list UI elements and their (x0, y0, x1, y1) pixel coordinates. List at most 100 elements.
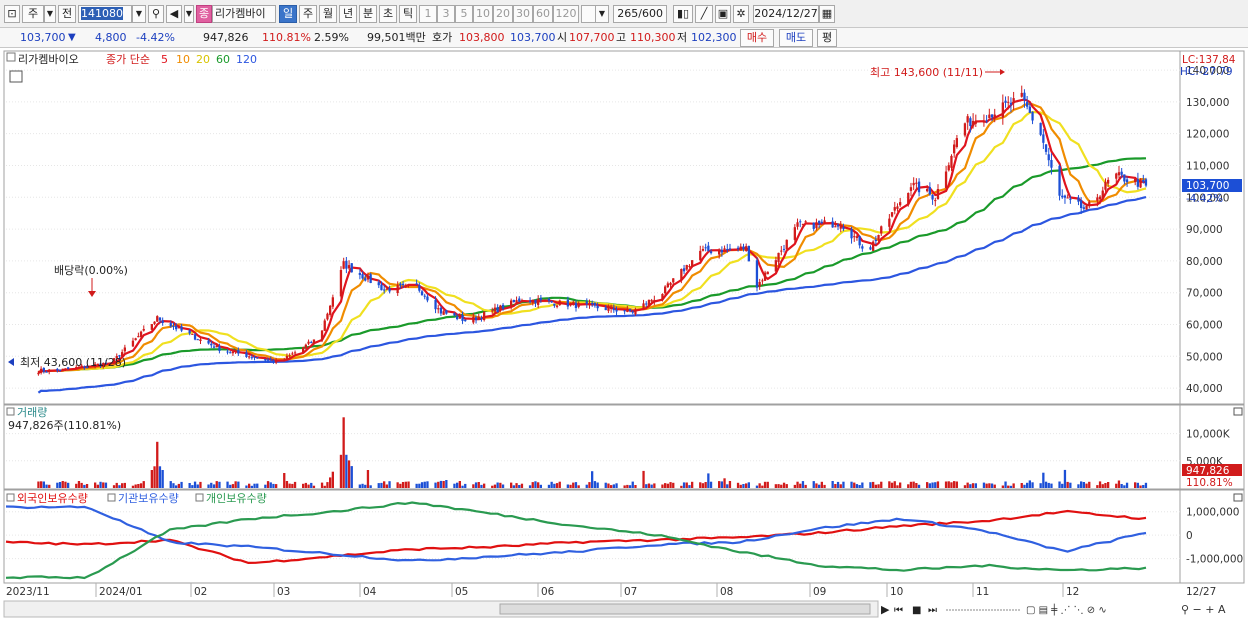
candle-body (285, 355, 289, 359)
candle-body (1039, 122, 1042, 135)
minute-60-button[interactable]: 60 (533, 5, 553, 23)
draw-tool-icon[interactable]: ╱ (695, 5, 713, 23)
volume-bar (407, 481, 410, 488)
chart-type-icon[interactable]: ▮▯ (673, 5, 693, 23)
window-icon[interactable]: ⊡ (4, 5, 20, 23)
period-week-tab[interactable]: 주 (299, 5, 317, 23)
volume-menu-icon[interactable] (6, 407, 15, 416)
volume-value: 947,826 (203, 31, 249, 44)
volume-bar (96, 484, 99, 488)
volume-bar (361, 483, 364, 488)
candle-body (1047, 154, 1050, 161)
price-y-tick: 130,000 (1186, 97, 1229, 109)
candle-body (150, 324, 153, 330)
code-dropdown-icon[interactable]: ▼ (132, 5, 146, 23)
candle-body (1020, 92, 1023, 97)
volume-bar (499, 482, 502, 488)
candle-body (645, 303, 648, 305)
candle-body (650, 300, 653, 302)
count-input[interactable]: 265/600 (613, 5, 667, 23)
volume-bar (188, 483, 191, 488)
volume-bar (199, 481, 202, 488)
date-input[interactable]: 2024/12/27 (753, 5, 819, 23)
minute-30-button[interactable]: 30 (513, 5, 533, 23)
volume-bar (739, 484, 742, 488)
volume-bar (248, 483, 251, 488)
scrollbar-thumb[interactable] (499, 603, 871, 615)
volume-bar (94, 482, 97, 488)
period-minute-tab[interactable]: 분 (359, 5, 377, 23)
sell-button[interactable]: 매도 (779, 29, 813, 47)
stop-icon[interactable]: ■ (912, 605, 921, 616)
code-input[interactable]: 141080 (78, 5, 132, 23)
volume-bar (761, 485, 764, 488)
candle-body (685, 265, 688, 270)
period-second-tab[interactable]: 초 (379, 5, 397, 23)
candle-body (607, 307, 610, 311)
buy-button[interactable]: 매수 (740, 29, 774, 47)
prev-button[interactable]: 전 (58, 5, 76, 23)
forward-icon[interactable]: ⏭ (928, 605, 937, 616)
save-icon[interactable]: ▣ (715, 5, 731, 23)
candle-body (229, 352, 232, 354)
holders-close-icon[interactable] (1233, 493, 1243, 502)
volume-bar (1023, 484, 1026, 488)
current-volume-pct: 110.81% (1186, 477, 1233, 489)
candle-body (196, 339, 199, 341)
candle-body (474, 317, 478, 321)
avg-button[interactable]: 평 (817, 29, 837, 47)
candle-body (207, 340, 210, 344)
volume-bar (831, 481, 834, 488)
speaker-icon[interactable]: ◀ (166, 5, 182, 23)
grid-toggle-icon[interactable] (9, 70, 23, 83)
holders-menu-icon[interactable] (6, 493, 15, 502)
calendar-icon[interactable]: ▦ (819, 5, 835, 23)
minute-10-button[interactable]: 10 (473, 5, 493, 23)
minute-3-button[interactable]: 3 (437, 5, 455, 23)
search-icon[interactable]: ⚲ (148, 5, 164, 23)
volume-bar (953, 481, 956, 488)
volume-bar (947, 481, 950, 488)
period-month-tab[interactable]: 월 (319, 5, 337, 23)
minute-1-button[interactable]: 1 (419, 5, 437, 23)
volume-bar (823, 484, 826, 488)
candle-body (631, 311, 634, 313)
rewind-icon[interactable]: ⏮ (894, 605, 903, 616)
candle-body (210, 343, 213, 346)
panel-menu-icon[interactable] (6, 52, 16, 62)
market-select[interactable]: 주 (22, 5, 44, 23)
speaker-dropdown-icon[interactable]: ▼ (184, 5, 194, 23)
market-dropdown-icon[interactable]: ▼ (44, 5, 56, 23)
scroll-right-icon[interactable]: ▶ (881, 603, 890, 616)
period-year-tab[interactable]: 년 (339, 5, 357, 23)
minute-5-button[interactable]: 5 (455, 5, 473, 23)
zoom-icon[interactable]: ⚲ − + A (1181, 603, 1226, 616)
candle-body (728, 248, 732, 250)
candle-body (307, 341, 310, 344)
candle-body (785, 239, 788, 249)
volume-bar (664, 483, 667, 488)
candle-body (888, 218, 891, 227)
candle-body (345, 260, 348, 269)
candle-body (699, 250, 702, 261)
volume-bar (785, 484, 788, 488)
candle-body (115, 356, 118, 359)
tool-icons[interactable]: ▢ ▤ ╪ ⋰ ⋱ ⊘ ∿ (1026, 603, 1107, 616)
candle-body (836, 224, 840, 227)
period-tick-tab[interactable]: 틱 (399, 5, 417, 23)
volume-bar (1085, 483, 1088, 488)
volume-bar (158, 466, 162, 488)
gear-icon[interactable]: ✲ (733, 5, 749, 23)
candle-body (577, 303, 580, 307)
volume-bar (123, 482, 126, 488)
volume-bar (777, 484, 780, 488)
period-day-tab[interactable]: 일 (279, 5, 297, 23)
volume-close-icon[interactable] (1233, 407, 1243, 416)
volume-bar (931, 482, 934, 488)
volume-bar (180, 481, 183, 488)
candle-body (215, 345, 218, 348)
custom-period-dropdown-icon[interactable]: ▼ (595, 5, 609, 23)
minute-120-button[interactable]: 120 (553, 5, 579, 23)
volume-bar (801, 481, 805, 488)
minute-20-button[interactable]: 20 (493, 5, 513, 23)
